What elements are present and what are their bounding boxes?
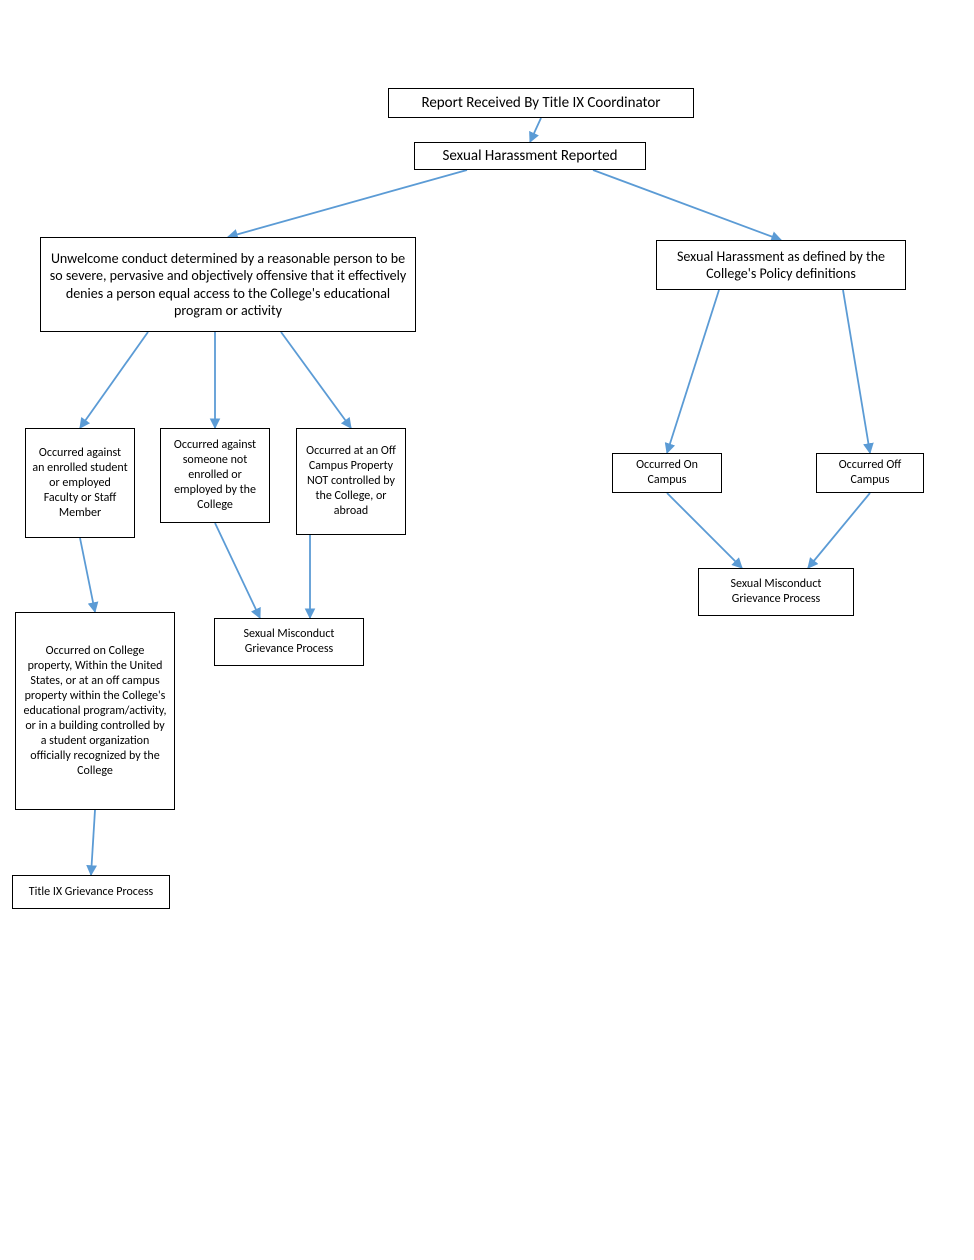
node-misconduct-process-l: Sexual Misconduct Grievance Process bbox=[214, 618, 364, 666]
node-off-campus: Occurred Off Campus bbox=[816, 453, 924, 493]
node-unwelcome-conduct: Unwelcome conduct determined by a reason… bbox=[40, 237, 416, 332]
node-label: Sexual Harassment Reported bbox=[443, 147, 618, 166]
node-on-college-property: Occurred on College property, Within the… bbox=[15, 612, 175, 810]
node-label: Sexual Misconduct Grievance Process bbox=[705, 577, 847, 607]
flow-edge bbox=[281, 332, 351, 428]
flow-edge bbox=[808, 493, 870, 568]
node-label: Sexual Misconduct Grievance Process bbox=[221, 627, 357, 657]
node-policy-definition: Sexual Harassment as defined by the Coll… bbox=[656, 240, 906, 290]
node-report-received: Report Received By Title IX Coordinator bbox=[388, 88, 694, 118]
flow-edge bbox=[843, 290, 870, 453]
node-label: Title IX Grievance Process bbox=[29, 885, 153, 900]
node-label: Occurred On Campus bbox=[619, 458, 715, 488]
flowchart-canvas: Report Received By Title IX Coordinator … bbox=[0, 0, 974, 1260]
flow-edge bbox=[91, 810, 95, 875]
node-not-enrolled: Occurred against someone not enrolled or… bbox=[160, 428, 270, 523]
flow-edge bbox=[80, 538, 95, 612]
node-enrolled-employed: Occurred against an enrolled student or … bbox=[25, 428, 135, 538]
node-label: Sexual Harassment as defined by the Coll… bbox=[663, 248, 899, 283]
node-off-campus-abroad: Occurred at an Off Campus Property NOT c… bbox=[296, 428, 406, 535]
flow-edge bbox=[593, 170, 781, 240]
node-title-ix-process: Title IX Grievance Process bbox=[12, 875, 170, 909]
node-on-campus: Occurred On Campus bbox=[612, 453, 722, 493]
flow-edge bbox=[215, 523, 260, 618]
node-label: Occurred against an enrolled student or … bbox=[32, 446, 128, 521]
node-harassment-reported: Sexual Harassment Reported bbox=[414, 142, 646, 170]
node-label: Occurred Off Campus bbox=[823, 458, 917, 488]
flow-edge bbox=[530, 118, 541, 142]
node-label: Report Received By Title IX Coordinator bbox=[421, 94, 660, 113]
flow-edge bbox=[228, 170, 467, 237]
node-label: Occurred at an Off Campus Property NOT c… bbox=[303, 444, 399, 519]
node-label: Unwelcome conduct determined by a reason… bbox=[47, 250, 409, 320]
node-label: Occurred on College property, Within the… bbox=[22, 644, 168, 779]
flow-edge bbox=[667, 493, 742, 568]
node-misconduct-process-r: Sexual Misconduct Grievance Process bbox=[698, 568, 854, 616]
node-label: Occurred against someone not enrolled or… bbox=[167, 438, 263, 513]
flow-edge bbox=[667, 290, 719, 453]
flow-edge bbox=[80, 332, 148, 428]
